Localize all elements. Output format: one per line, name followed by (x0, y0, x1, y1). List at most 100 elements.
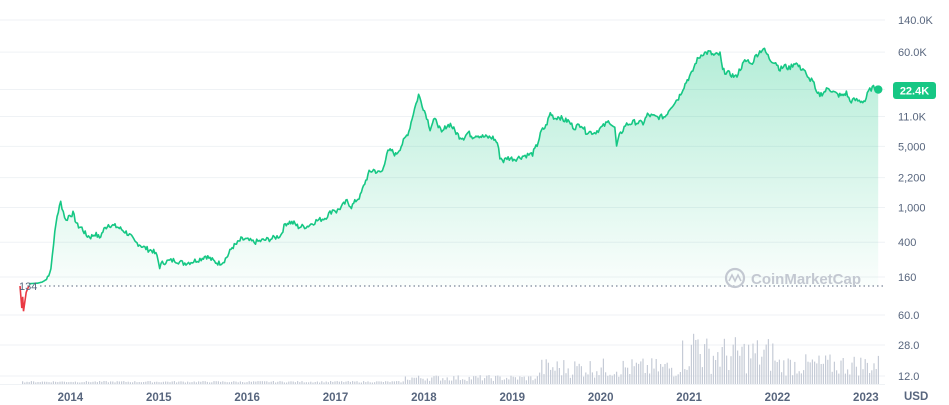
watermark-text: CoinMarketCap (751, 271, 861, 288)
volume-bar (833, 361, 835, 384)
volume-bar (734, 337, 736, 384)
volume-bar (165, 381, 167, 384)
volume-bar (690, 344, 692, 384)
volume-bar (107, 382, 109, 384)
volume-bar (209, 382, 211, 384)
volume-bar (272, 381, 274, 384)
volume-bar (356, 381, 358, 384)
volume-bar (492, 380, 494, 384)
volume-bar (90, 382, 92, 384)
volume-bar (776, 362, 778, 384)
volume-bar (739, 355, 741, 384)
volume-bar (37, 382, 39, 384)
volume-bar (28, 382, 30, 384)
volume-bar (118, 381, 120, 384)
volume-bar (81, 382, 83, 384)
volume-bar (305, 382, 307, 384)
volume-bar (85, 381, 87, 384)
volume-bar (653, 368, 655, 384)
volume-bar (783, 360, 785, 384)
price-tick-label: 60.0K (898, 47, 927, 59)
volume-bar (378, 381, 380, 384)
volume-bar (699, 354, 701, 384)
volume-bar (129, 382, 131, 384)
volume-bar (836, 370, 838, 384)
volume-bar (499, 376, 501, 384)
volume-bar (57, 382, 59, 384)
volume-bar (140, 382, 142, 384)
volume-bar (52, 381, 54, 384)
time-axis: 2014 2015 2016 2017 2018 2019 2020 2021 2022 2023 (0, 384, 885, 404)
volume-bar (182, 381, 184, 384)
volume-bar (514, 377, 516, 384)
volume-bar (294, 382, 296, 384)
volume-bar (411, 377, 413, 384)
volume-bar (242, 382, 244, 384)
volume-bar (189, 382, 191, 384)
volume-bar (281, 381, 283, 384)
volume-bar (633, 366, 635, 384)
volume-bar (809, 362, 811, 384)
volume-bar (270, 381, 272, 384)
price-area-fill (28, 48, 879, 286)
volume-bar (151, 382, 153, 384)
volume-bar (237, 382, 239, 384)
volume-bar (506, 377, 508, 384)
volume-bar (561, 375, 563, 384)
volume-bar (646, 365, 648, 384)
volume-bar (651, 358, 653, 384)
volume-bar (332, 381, 334, 384)
volume-tick-label: 60.0 (898, 310, 919, 322)
price-line-below-baseline (19, 285, 30, 312)
volume-bar (334, 381, 336, 384)
volume-bar (486, 375, 488, 384)
volume-bar (873, 363, 875, 384)
volume-bar (583, 376, 585, 384)
volume-bar (211, 382, 213, 384)
volume-bar (587, 374, 589, 384)
volume-bar (565, 373, 567, 384)
volume-bar (468, 376, 470, 384)
volume-bar (292, 381, 294, 384)
current-price-marker (874, 85, 883, 94)
volume-bar (704, 344, 706, 384)
volume-bar (158, 382, 160, 384)
volume-bar (605, 372, 607, 384)
volume-bar (578, 363, 580, 384)
volume-bar (728, 370, 730, 384)
volume-bar (233, 381, 235, 384)
volume-bar (748, 344, 750, 384)
volume-bar (264, 381, 266, 384)
volume-bar (688, 366, 690, 384)
volume-bar (679, 372, 681, 384)
volume-bar (217, 381, 219, 384)
volume-bar (686, 369, 688, 384)
volume-bar (224, 381, 226, 384)
volume-bar (138, 382, 140, 384)
volume-bar (664, 364, 666, 384)
volume-bar (288, 381, 290, 384)
volume-bar (847, 369, 849, 384)
volume-bar (558, 368, 560, 384)
volume-bar (435, 375, 437, 384)
volume-bar (517, 379, 519, 384)
volume-bar (24, 382, 26, 384)
volume-bar (407, 379, 409, 384)
volume-bar (519, 376, 521, 384)
volume-bar (627, 367, 629, 384)
volume-bar (253, 381, 255, 384)
volume-bar (178, 381, 180, 384)
price-tick-label: 160 (898, 272, 916, 284)
volume-bar (112, 381, 114, 384)
volume-bar (215, 381, 217, 384)
volume-bar (437, 376, 439, 384)
volume-bar (580, 366, 582, 384)
volume-bar (198, 381, 200, 384)
volume-bar (114, 382, 116, 384)
volume-bar (552, 367, 554, 384)
volume-bar (156, 381, 158, 384)
volume-bar (349, 381, 351, 384)
volume-bar (759, 364, 761, 384)
volume-bar (228, 382, 230, 384)
volume-bar (642, 358, 644, 384)
